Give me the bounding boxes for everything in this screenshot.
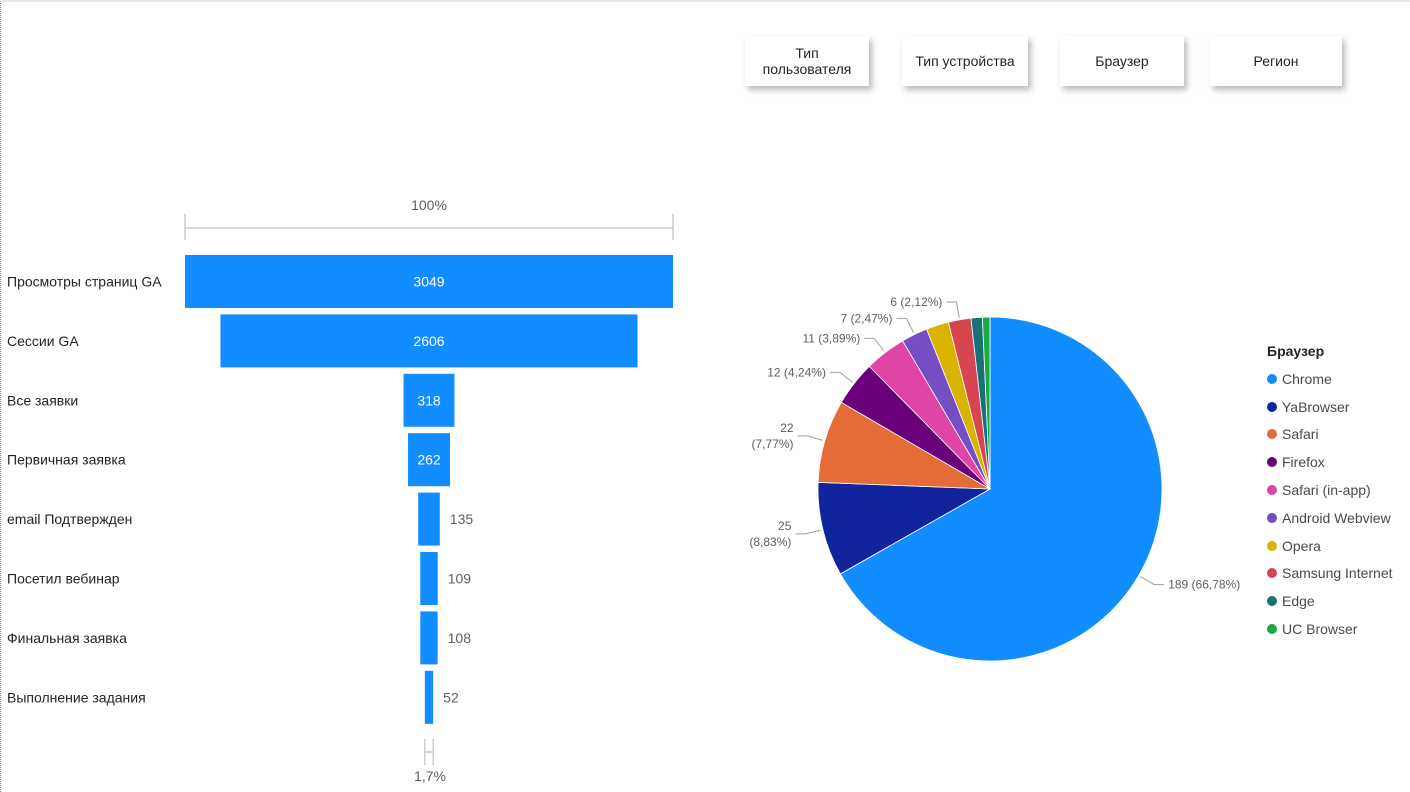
- funnel-value-label: 262: [417, 452, 441, 468]
- legend-item-label: UC Browser: [1282, 621, 1358, 638]
- funnel-category-label: email Подтвержден: [7, 511, 132, 527]
- legend-item-label: YaBrowser: [1282, 398, 1350, 415]
- funnel-value-label: 3049: [413, 274, 444, 290]
- legend-item-label: Edge: [1282, 593, 1315, 610]
- funnel-category-label: Сессии GA: [7, 333, 79, 349]
- legend-item-label: Safari (in-app): [1282, 482, 1371, 499]
- funnel-top-percent-label: 100%: [411, 197, 447, 213]
- legend-item[interactable]: YaBrowser: [1267, 393, 1393, 421]
- svg-text:6 (2,12%): 6 (2,12%): [890, 295, 942, 309]
- slicer-browser-label: Браузер: [1095, 53, 1149, 69]
- legend-item-label: Safari: [1282, 426, 1319, 443]
- funnel-stage[interactable]: Выполнение задания 52: [7, 670, 459, 724]
- funnel-category-label: Все заявки: [7, 392, 78, 408]
- funnel-bottom-bracket: [424, 739, 434, 765]
- funnel-stage[interactable]: Сессии GA 2606: [7, 314, 638, 368]
- funnel-stage[interactable]: Просмотры страниц GA 3049: [7, 255, 673, 308]
- legend-item[interactable]: Safari: [1267, 421, 1393, 449]
- slicer-user-type-label: Тип пользователя: [762, 45, 852, 77]
- slicer-region-label: Регион: [1253, 53, 1299, 69]
- funnel-bar[interactable]: [185, 255, 673, 308]
- funnel-stage[interactable]: Посетил вебинар 109: [7, 552, 471, 605]
- slicer-device-type-label: Тип устройства: [915, 53, 1015, 69]
- legend-item[interactable]: Firefox: [1267, 448, 1393, 476]
- legend-item-label: Chrome: [1282, 370, 1332, 387]
- legend-item[interactable]: Samsung Internet: [1267, 560, 1393, 588]
- pie-legend: Браузер Chrome YaBrowser Safari Firefox Safa…: [1267, 343, 1393, 643]
- legend-item[interactable]: Safari (in-app): [1267, 476, 1393, 504]
- page-left-border: [0, 0, 1, 792]
- svg-text:(8,83%): (8,83%): [749, 535, 791, 549]
- funnel-stage[interactable]: email Подтвержден 135: [7, 492, 474, 546]
- funnel-bottom-percent-label: 1,7%: [414, 768, 446, 784]
- legend-color-dot: [1267, 512, 1277, 523]
- funnel-bar[interactable]: [424, 670, 434, 724]
- funnel-value-label: 135: [450, 511, 474, 527]
- svg-text:7 (2,47%): 7 (2,47%): [840, 311, 892, 325]
- funnel-value-label: 108: [448, 630, 472, 646]
- pie-data-label: 11 (3,89%): [802, 331, 885, 352]
- legend-item[interactable]: Chrome: [1267, 365, 1393, 393]
- pie-slice-chrome[interactable]: [839, 316, 1163, 662]
- funnel-bar[interactable]: [418, 492, 440, 546]
- legend-color-dot: [1267, 429, 1277, 440]
- legend-color-dot: [1267, 540, 1277, 551]
- legend-title: Браузер: [1267, 343, 1325, 359]
- funnel-stage[interactable]: Все заявки 318: [7, 373, 455, 427]
- funnel-category-label: Посетил вебинар: [7, 571, 120, 587]
- pie-data-label: 7 (2,47%): [840, 311, 914, 333]
- pie-slice-yabrowser[interactable]: [817, 481, 992, 575]
- pie-data-label: 12 (4,24%): [767, 365, 853, 383]
- slicer-region-button[interactable]: Регион: [1210, 36, 1342, 86]
- legend-color-dot: [1267, 457, 1277, 468]
- svg-text:(7,77%): (7,77%): [752, 437, 794, 451]
- funnel-category-label: Первичная заявка: [7, 452, 126, 468]
- legend-item[interactable]: Edge: [1267, 587, 1393, 615]
- svg-text:25: 25: [778, 519, 792, 533]
- funnel-category-label: Выполнение задания: [7, 689, 146, 705]
- funnel-bar[interactable]: [420, 552, 438, 605]
- funnel-bar[interactable]: [403, 373, 455, 427]
- funnel-top-bracket: [184, 214, 674, 240]
- legend-item-label: Firefox: [1282, 454, 1325, 471]
- legend-item[interactable]: Android Webview: [1267, 504, 1393, 532]
- slicer-browser-button[interactable]: Браузер: [1060, 36, 1184, 86]
- legend-item-label: Samsung Internet: [1282, 565, 1393, 582]
- legend-item[interactable]: UC Browser: [1267, 615, 1393, 643]
- funnel-stage[interactable]: Финальная заявка 108: [7, 611, 472, 665]
- browser-pie-chart: 189 (66,78%) 25 (8,83%) 22 (7,77%) 12 (4,24%)…: [749, 295, 1240, 662]
- legend-item-label: Android Webview: [1282, 509, 1391, 526]
- funnel-bar[interactable]: [220, 314, 638, 368]
- funnel-stage[interactable]: Первичная заявка 262: [7, 433, 450, 487]
- legend-item[interactable]: Opera: [1267, 532, 1393, 560]
- legend-item-label: Opera: [1282, 537, 1321, 554]
- svg-text:22: 22: [780, 421, 794, 435]
- funnel-value-label: 318: [417, 392, 441, 408]
- page-top-border: [0, 0, 1410, 2]
- pie-data-label: 25 (8,83%): [749, 519, 822, 549]
- svg-text:12 (4,24%): 12 (4,24%): [767, 365, 826, 379]
- legend-color-dot: [1267, 624, 1277, 635]
- slicer-device-type-button[interactable]: Тип устройства: [902, 36, 1028, 86]
- legend-color-dot: [1267, 401, 1277, 412]
- svg-text:189 (66,78%): 189 (66,78%): [1168, 578, 1240, 592]
- funnel-chart: 100% Просмотры страниц GA 3049 Сессии GA 260…: [7, 197, 674, 784]
- slicer-user-type-button[interactable]: Тип пользователя: [745, 36, 869, 86]
- legend-color-dot: [1267, 373, 1277, 384]
- legend-color-dot: [1267, 596, 1277, 607]
- funnel-category-label: Финальная заявка: [7, 630, 127, 646]
- svg-text:11 (3,89%): 11 (3,89%): [802, 331, 860, 345]
- legend-color-dot: [1267, 568, 1277, 579]
- pie-data-label: 6 (2,12%): [890, 295, 960, 318]
- funnel-value-label: 52: [443, 689, 459, 705]
- funnel-value-label: 2606: [413, 333, 444, 349]
- legend-color-dot: [1267, 485, 1277, 496]
- pie-data-label: 189 (66,78%): [1140, 576, 1240, 592]
- funnel-value-label: 109: [448, 571, 472, 587]
- pie-data-label: 22 (7,77%): [752, 421, 824, 451]
- funnel-bar[interactable]: [420, 611, 438, 665]
- pie-slice-uc-browser[interactable]: [981, 316, 991, 490]
- funnel-bar[interactable]: [408, 433, 450, 487]
- funnel-category-label: Просмотры страниц GA: [7, 274, 162, 290]
